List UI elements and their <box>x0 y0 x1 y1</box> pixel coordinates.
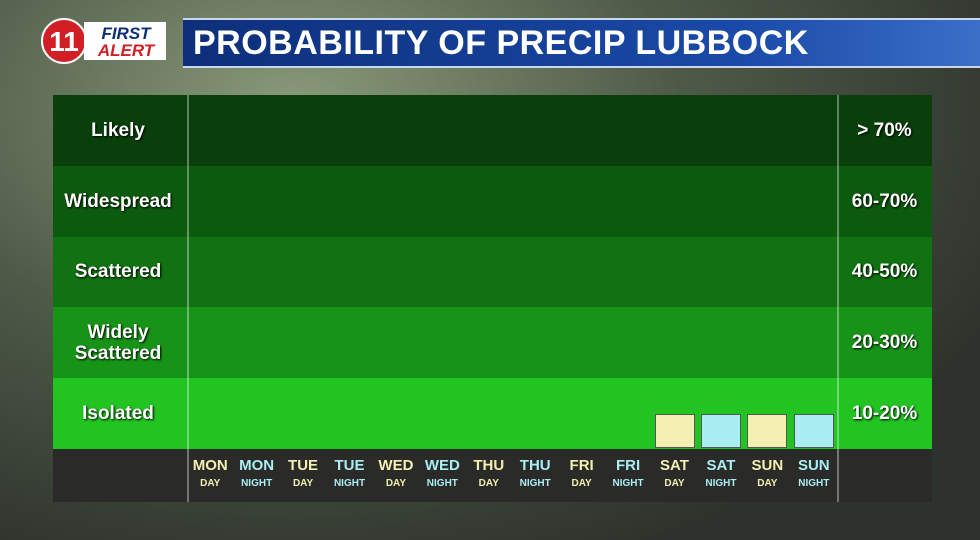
divider <box>187 95 189 502</box>
logo-line2: ALERT <box>97 41 156 60</box>
band-label: Widespread <box>64 190 172 212</box>
x-tick-label: TUE <box>288 457 319 474</box>
x-tick-label: WED <box>424 457 460 474</box>
logo-box <box>84 22 166 60</box>
x-tick-sublabel: NIGHT <box>519 478 551 489</box>
x-tick-sublabel: DAY <box>664 478 685 489</box>
bar <box>654 413 695 448</box>
x-tick-sublabel: DAY <box>478 478 499 489</box>
x-tick-sublabel: DAY <box>200 478 221 489</box>
band <box>53 95 932 166</box>
band-range: 20-30% <box>851 332 918 354</box>
x-tick-label: MON <box>239 457 275 474</box>
x-tick-label: FRI <box>615 457 641 474</box>
x-tick-sublabel: NIGHT <box>612 478 644 489</box>
title-bar: PROBABILITY OF PRECIP LUBBOCK <box>183 18 980 68</box>
band-label: Scattered <box>74 261 162 283</box>
x-tick-sublabel: NIGHT <box>333 478 366 489</box>
logo: 11 FIRST ALERT <box>40 18 170 64</box>
x-tick-sublabel: NIGHT <box>241 478 273 489</box>
x-tick-sublabel: NIGHT <box>798 478 830 489</box>
x-tick-label: SAT <box>706 457 736 474</box>
band-range: 60-70% <box>851 190 918 212</box>
x-tick-label: TUE <box>334 457 365 474</box>
x-tick-label: SUN <box>751 457 784 474</box>
x-tick-label: THU <box>519 457 551 474</box>
band-range: > 70% <box>857 119 912 141</box>
bar <box>700 413 741 448</box>
x-tick-sublabel: DAY <box>385 478 407 489</box>
x-tick-label: SUN <box>797 457 830 474</box>
logo-line1: FIRST <box>101 24 152 43</box>
bar <box>747 413 788 448</box>
footer-row <box>53 449 932 502</box>
x-tick-label: THU <box>473 457 505 474</box>
x-tick-label: MON <box>192 457 228 474</box>
x-tick-sublabel: NIGHT <box>426 478 458 489</box>
band-range: 40-50% <box>851 261 918 283</box>
band-label: Widely Scattered <box>74 321 162 364</box>
x-tick-label: WED <box>378 457 414 474</box>
band <box>53 236 932 308</box>
bar <box>793 413 834 448</box>
band <box>53 165 932 237</box>
x-tick-sublabel: NIGHT <box>705 478 737 489</box>
x-tick-label: SAT <box>660 457 689 474</box>
divider <box>837 95 839 502</box>
band-label: Likely <box>91 119 145 141</box>
x-tick-label: FRI <box>569 457 594 474</box>
band <box>53 307 932 379</box>
chart-title: PROBABILITY OF PRECIP LUBBOCK <box>193 24 809 62</box>
logo-number: 11 <box>49 26 79 57</box>
band-range: 10-20% <box>851 403 918 425</box>
band-label: Isolated <box>82 403 154 425</box>
x-tick-sublabel: DAY <box>571 478 592 489</box>
x-tick-sublabel: DAY <box>292 478 314 489</box>
logo-art: 11 FIRST ALERT <box>41 18 166 64</box>
x-tick-sublabel: DAY <box>757 478 778 489</box>
